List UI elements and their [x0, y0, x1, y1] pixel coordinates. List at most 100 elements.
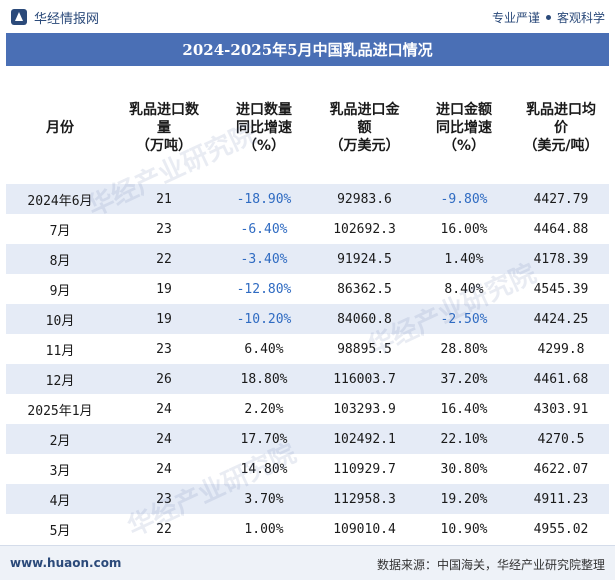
- table-cell: 4464.88: [533, 221, 589, 237]
- table-cell: 23: [156, 491, 172, 507]
- column-header-line: （万美元）: [329, 138, 400, 154]
- column-header: 月份: [6, 66, 114, 184]
- table-cell: 19: [156, 311, 172, 327]
- column-header-line: （%）: [442, 138, 486, 154]
- table-cell: 5月: [49, 523, 71, 539]
- huajing-logo-icon: [11, 9, 27, 25]
- table-cell: -12.80%: [236, 281, 292, 297]
- column-header-line: 价: [554, 120, 568, 136]
- column-header-line: （%）: [242, 138, 286, 154]
- column-header-line: 乳品进口数: [129, 102, 199, 118]
- table-cell: 4299.8: [537, 341, 585, 357]
- bullet-dot-icon: [545, 15, 551, 20]
- column-header-line: 进口金额: [436, 102, 492, 118]
- table-row: 2月 24 17.70% 102492.1 22.10% 4270.5: [6, 424, 609, 454]
- table-cell: 4911.23: [533, 491, 589, 507]
- table-cell: 4270.5: [537, 431, 585, 447]
- slogan-tag-1: 专业严谨: [491, 11, 540, 25]
- table-cell: 9月: [49, 283, 71, 299]
- top-bar: 华经情报网 专业严谨 客观科学: [0, 0, 615, 33]
- table-cell: 98895.5: [337, 341, 392, 357]
- table-cell: 16.00%: [440, 221, 488, 237]
- table-cell: 22: [156, 251, 172, 267]
- table-cell: 116003.7: [333, 371, 396, 387]
- column-header: 进口金额 同比增速 （%）: [415, 66, 513, 184]
- table-cell: -2.50%: [440, 311, 488, 327]
- table-cell: 24: [156, 461, 172, 477]
- column-header-line: 乳品进口均: [526, 102, 596, 118]
- table-cell: 10.90%: [440, 521, 488, 537]
- table-row: 2024年6月 21 -18.90% 92983.6 -9.80% 4427.79: [6, 184, 609, 214]
- table-cell: 24: [156, 431, 172, 447]
- table-cell: 4461.68: [533, 371, 589, 387]
- table-cell: 2月: [49, 433, 71, 449]
- footer: www.huaon.com 数据来源：中国海关，华经产业研究院整理: [0, 545, 615, 580]
- table-cell: 11月: [45, 343, 75, 359]
- table-cell: 102692.3: [333, 221, 396, 237]
- data-source: 数据来源：中国海关，华经产业研究院整理: [376, 558, 605, 572]
- brand-name: 华经情报网: [34, 11, 100, 27]
- table-cell: 19: [156, 281, 172, 297]
- table-cell: 37.20%: [440, 371, 488, 387]
- table-cell: -9.80%: [440, 191, 488, 207]
- table-header-row: 月份 乳品进口数量 （万吨） 进口数量 同比增速 （%） 乳品进口金额 （万美元） 进口金额 同比…: [6, 66, 609, 184]
- table-cell: 110929.7: [333, 461, 396, 477]
- column-header-line: （万吨）: [136, 138, 192, 154]
- table-cell: 4178.39: [533, 251, 589, 267]
- table-cell: 4545.39: [533, 281, 589, 297]
- column-header: 乳品进口数量 （万吨）: [114, 66, 214, 184]
- table-cell: 18.80%: [240, 371, 288, 387]
- column-header-line: 月份: [46, 120, 74, 136]
- table-cell: 10月: [45, 313, 75, 329]
- table-row: 11月 23 6.40% 98895.5 28.80% 4299.8: [6, 334, 609, 364]
- table-cell: 26: [156, 371, 172, 387]
- data-table: 月份 乳品进口数量 （万吨） 进口数量 同比增速 （%） 乳品进口金额 （万美元） 进口金额 同比…: [6, 66, 609, 544]
- table-cell: 112958.3: [333, 491, 396, 507]
- table-cell: 4303.91: [533, 401, 589, 417]
- table-cell: 4622.07: [533, 461, 589, 477]
- table-cell: 109010.4: [333, 521, 396, 537]
- table-row: 12月 26 18.80% 116003.7 37.20% 4461.68: [6, 364, 609, 394]
- table-cell: 21: [156, 191, 172, 207]
- table-cell: 3月: [49, 463, 71, 479]
- column-header-line: 额: [357, 120, 372, 136]
- table-cell: 4月: [49, 493, 71, 509]
- table-row: 9月 19 -12.80% 86362.5 8.40% 4545.39: [6, 274, 609, 304]
- table-cell: 2.20%: [244, 401, 284, 417]
- table-cell: 24: [156, 401, 172, 417]
- table-cell: 7月: [49, 223, 71, 239]
- table-cell: 12月: [45, 373, 75, 389]
- table-cell: 22.10%: [440, 431, 488, 447]
- table-cell: 22: [156, 521, 172, 537]
- table-cell: 1.40%: [444, 251, 484, 267]
- table-row: 2025年1月 24 2.20% 103293.9 16.40% 4303.91: [6, 394, 609, 424]
- table-row: 7月 23 -6.40% 102692.3 16.00% 4464.88: [6, 214, 609, 244]
- table-cell: 14.80%: [240, 461, 288, 477]
- column-header-line: （美元/吨）: [523, 138, 599, 154]
- website-link[interactable]: www.huaon.com: [10, 556, 122, 570]
- slogan-tags: 专业严谨 客观科学: [492, 9, 605, 26]
- table-cell: -6.40%: [240, 221, 288, 237]
- column-header: 乳品进口均价 （美元/吨）: [513, 66, 609, 184]
- table-cell: 102492.1: [333, 431, 396, 447]
- table-body: 2024年6月 21 -18.90% 92983.6 -9.80% 4427.79 7月 23…: [6, 184, 609, 544]
- table-cell: -18.90%: [236, 191, 292, 207]
- table-cell: 23: [156, 221, 172, 237]
- slogan-tag-2: 客观科学: [556, 11, 605, 25]
- table-title: 2024-2025年5月中国乳品进口情况: [6, 33, 609, 66]
- table-cell: 23: [156, 341, 172, 357]
- column-header: 进口数量 同比增速 （%）: [214, 66, 314, 184]
- table-row: 5月 22 1.00% 109010.4 10.90% 4955.02: [6, 514, 609, 544]
- table-cell: 1.00%: [244, 521, 284, 537]
- table-cell: 28.80%: [440, 341, 488, 357]
- table-cell: 17.70%: [240, 431, 288, 447]
- table-cell: 6.40%: [244, 341, 284, 357]
- column-header-line: 量: [157, 120, 171, 136]
- table-cell: 91924.5: [337, 251, 392, 267]
- table-row: 8月 22 -3.40% 91924.5 1.40% 4178.39: [6, 244, 609, 274]
- table-cell: 92983.6: [337, 191, 392, 207]
- table-cell: 84060.8: [337, 311, 392, 327]
- table-cell: 8月: [49, 253, 71, 269]
- table-cell: 4955.02: [533, 521, 589, 537]
- column-header-line: 进口数量: [236, 102, 292, 118]
